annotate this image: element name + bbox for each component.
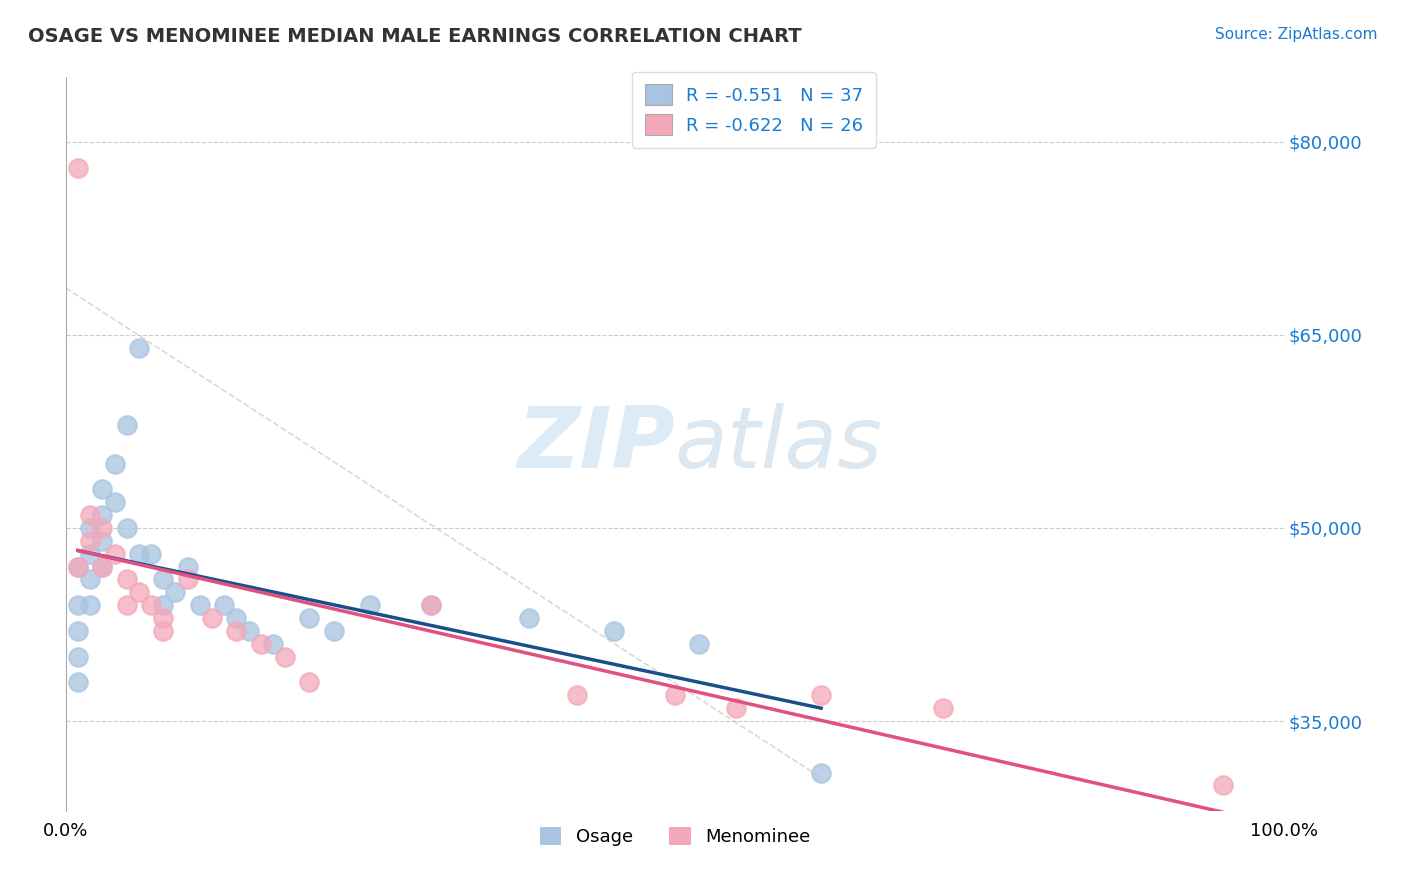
Point [262, 637, 284, 651]
Legend: Osage, Menominee: Osage, Menominee [533, 820, 817, 854]
Point [188, 599, 211, 613]
Text: atlas: atlas [675, 403, 883, 486]
Point [238, 624, 260, 638]
Point [91, 483, 114, 497]
Point [322, 624, 344, 638]
Point [165, 585, 187, 599]
Point [79, 599, 101, 613]
Point [103, 457, 125, 471]
Point [79, 508, 101, 522]
Point [66, 599, 89, 613]
Point [567, 689, 589, 703]
Point [249, 637, 271, 651]
Point [103, 547, 125, 561]
Point [1212, 779, 1234, 793]
Point [225, 624, 247, 638]
Point [79, 547, 101, 561]
Point [152, 611, 174, 625]
Point [91, 521, 114, 535]
Point [91, 559, 114, 574]
Point [152, 573, 174, 587]
Point [66, 161, 89, 175]
Point [79, 573, 101, 587]
Point [79, 521, 101, 535]
Point [103, 495, 125, 509]
Point [212, 599, 235, 613]
Point [688, 637, 710, 651]
Point [274, 649, 297, 664]
Point [115, 599, 138, 613]
Point [176, 573, 198, 587]
Point [91, 559, 114, 574]
Point [66, 559, 89, 574]
Point [359, 599, 381, 613]
Point [664, 689, 686, 703]
Point [152, 624, 174, 638]
Point [298, 611, 321, 625]
Point [152, 599, 174, 613]
Point [201, 611, 224, 625]
Point [66, 649, 89, 664]
Point [298, 675, 321, 690]
Point [603, 624, 626, 638]
Point [91, 533, 114, 548]
Point [66, 624, 89, 638]
Point [115, 521, 138, 535]
Point [932, 701, 955, 715]
Point [810, 765, 832, 780]
Point [724, 701, 747, 715]
Point [115, 573, 138, 587]
Point [128, 341, 150, 355]
Point [66, 559, 89, 574]
Point [128, 547, 150, 561]
Text: ZIP: ZIP [517, 403, 675, 486]
Point [91, 508, 114, 522]
Point [128, 585, 150, 599]
Text: Source: ZipAtlas.com: Source: ZipAtlas.com [1215, 27, 1378, 42]
Text: OSAGE VS MENOMINEE MEDIAN MALE EARNINGS CORRELATION CHART: OSAGE VS MENOMINEE MEDIAN MALE EARNINGS … [28, 27, 801, 45]
Point [517, 611, 540, 625]
Point [139, 547, 162, 561]
Point [225, 611, 247, 625]
Point [176, 559, 198, 574]
Point [115, 417, 138, 432]
Point [79, 533, 101, 548]
Point [139, 599, 162, 613]
Point [420, 599, 443, 613]
Point [420, 599, 443, 613]
Point [66, 675, 89, 690]
Point [810, 689, 832, 703]
